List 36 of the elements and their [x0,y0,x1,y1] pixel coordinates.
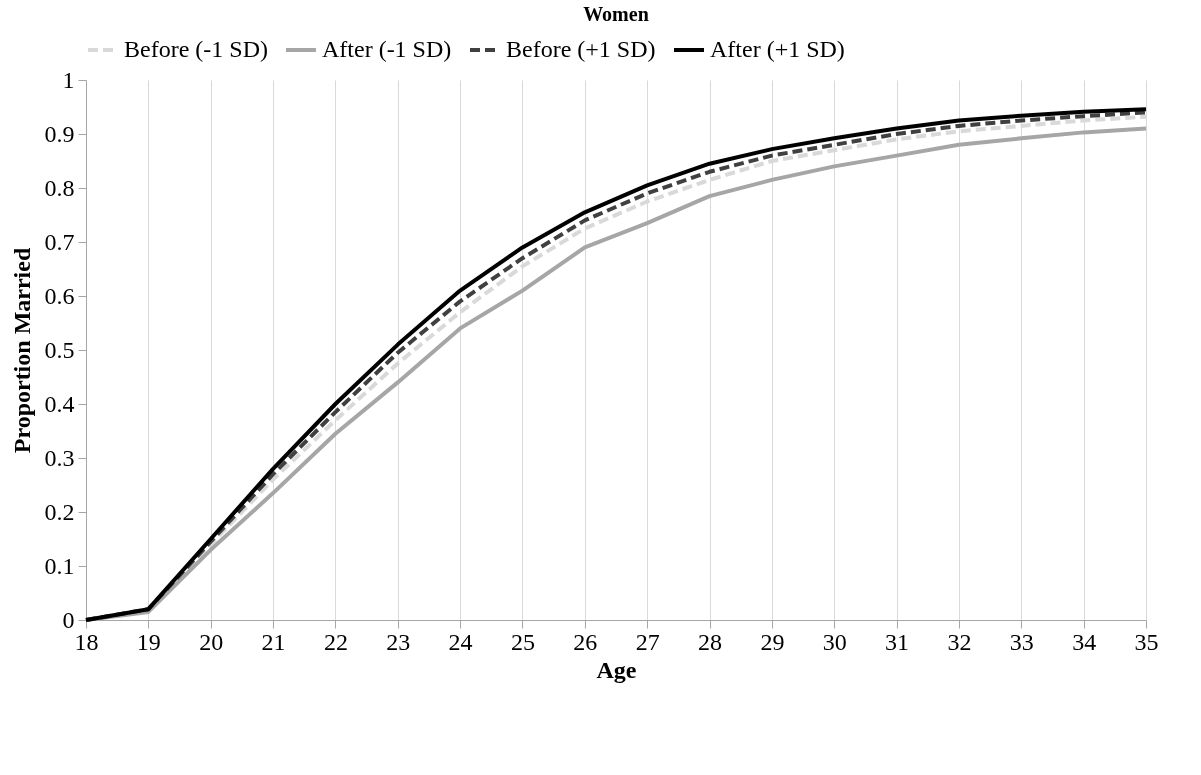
x-tick-label: 33 [1009,628,1034,655]
y-tick-label: 0.8 [44,174,75,201]
y-tick-label: 0.4 [44,390,75,417]
x-tick-label: 32 [947,628,972,655]
y-tick-label: 0.9 [44,120,75,147]
legend-label: Before (+1 SD) [506,36,656,62]
y-tick-label: 1 [62,66,75,93]
y-tick-label: 0 [62,606,75,633]
legend-label: After (+1 SD) [710,36,845,62]
legend-label: Before (-1 SD) [124,36,268,62]
x-tick-label: 23 [386,628,411,655]
x-tick-label: 22 [323,628,348,655]
x-tick-label: 28 [698,628,723,655]
y-tick-label: 0.6 [44,282,75,309]
y-tick-label: 0.7 [44,228,75,255]
chart-title: Women [583,3,649,25]
x-axis-title: Age [596,656,637,683]
y-axis-title: Proportion Married [8,247,35,454]
x-tick-label: 20 [199,628,224,655]
x-tick-label: 34 [1072,628,1097,655]
y-tick-label: 0.1 [44,552,75,579]
x-tick-label: 24 [448,628,473,655]
y-tick-label: 0.5 [44,336,75,363]
x-tick-label: 18 [74,628,99,655]
x-tick-label: 35 [1134,628,1159,655]
x-tick-label: 29 [760,628,785,655]
legend-label: After (-1 SD) [322,36,452,62]
y-tick-label: 0.3 [44,444,75,471]
y-tick-label: 0.2 [44,498,75,525]
x-tick-label: 21 [261,628,286,655]
x-tick-label: 31 [885,628,910,655]
x-tick-label: 19 [136,628,161,655]
x-tick-label: 27 [635,628,660,655]
x-tick-label: 26 [573,628,598,655]
x-tick-label: 25 [510,628,535,655]
x-tick-label: 30 [822,628,847,655]
